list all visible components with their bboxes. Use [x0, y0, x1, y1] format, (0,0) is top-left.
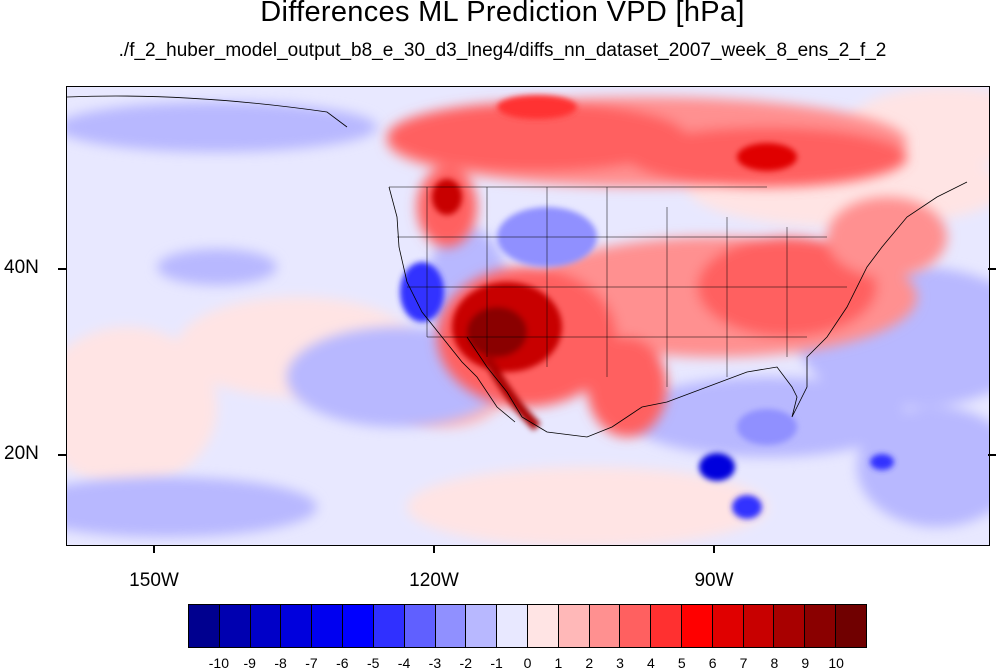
colorbar-swatch	[343, 605, 374, 647]
colorbar-swatch	[589, 605, 621, 647]
lon-label-120w: 120W	[409, 570, 459, 591]
colorbar	[188, 604, 867, 648]
coastlines	[67, 95, 968, 438]
figure-subtitle: ./f_2_huber_model_output_b8_e_30_d3_lneg…	[118, 40, 887, 61]
colorbar-swatch	[219, 605, 251, 647]
colorbar-swatch	[312, 605, 344, 647]
state-borders	[397, 187, 847, 387]
colorbar-tick-label: -9	[243, 655, 256, 671]
colorbar-swatch	[682, 605, 713, 647]
colorbar-swatch	[189, 605, 220, 647]
colorbar-swatch	[404, 605, 436, 647]
lat-tick-40n	[58, 268, 66, 270]
lon-tick-120w	[433, 545, 435, 553]
colorbar-swatch	[527, 605, 559, 647]
colorbar-swatch	[805, 605, 837, 647]
colorbar-tick-label: 4	[647, 655, 655, 671]
colorbar-tick-label: -1	[490, 655, 503, 671]
colorbar-tick-label: 5	[677, 655, 686, 671]
colorbar-swatch	[651, 605, 682, 647]
field-strong-positive	[432, 95, 797, 431]
lon-tick-150w	[153, 545, 155, 553]
figure-title: Differences ML Prediction VPD [hPa]	[260, 0, 745, 28]
lat-label-20n: 20N	[4, 443, 39, 464]
lat-tick-20n-right	[988, 454, 996, 456]
colorbar-tick-label: -2	[459, 655, 472, 671]
colorbar-tick-label: 7	[739, 655, 748, 671]
colorbar-swatch	[250, 605, 282, 647]
lon-tick-90w	[713, 545, 715, 553]
colorbar-swatch	[743, 605, 775, 647]
colorbar-tick-label: -6	[336, 655, 349, 671]
lat-label-40n: 40N	[4, 257, 39, 278]
lon-label-90w: 90W	[694, 570, 734, 591]
lat-tick-20n	[58, 454, 66, 456]
vpd-difference-map	[67, 87, 989, 545]
colorbar-swatch	[435, 605, 467, 647]
colorbar-tick-label: -3	[428, 655, 442, 671]
colorbar-tick-label: 8	[770, 655, 779, 671]
colorbar-tick-label: -5	[366, 655, 380, 671]
colorbar-tick-label: 6	[708, 655, 717, 671]
field-positive	[387, 97, 947, 437]
colorbar-tick-label: -8	[274, 655, 287, 671]
colorbar-swatch	[558, 605, 590, 647]
colorbar-tick-label: -7	[305, 655, 318, 671]
map-panel	[66, 86, 990, 546]
colorbar-tick-label: -4	[397, 655, 411, 671]
colorbar-swatch	[620, 605, 652, 647]
colorbar-swatch	[373, 605, 405, 647]
colorbar-tick-label: 3	[616, 655, 624, 671]
colorbar-swatch	[836, 605, 866, 647]
colorbar-tick-label: 10	[828, 655, 844, 671]
colorbar-swatch	[497, 605, 528, 647]
colorbar-swatch	[774, 605, 806, 647]
lat-tick-40n-right	[988, 268, 996, 270]
colorbar-swatch	[712, 605, 744, 647]
colorbar-tick-label: 2	[585, 655, 594, 671]
colorbar-swatch	[281, 605, 313, 647]
lon-label-150w: 150W	[129, 570, 179, 591]
colorbar-tick-label: 9	[801, 655, 810, 671]
colorbar-tick-label: 0	[523, 655, 532, 671]
colorbar-tick-label: -10	[208, 655, 229, 671]
colorbar-tick-label: 1	[554, 655, 563, 671]
colorbar-swatch	[466, 605, 498, 647]
